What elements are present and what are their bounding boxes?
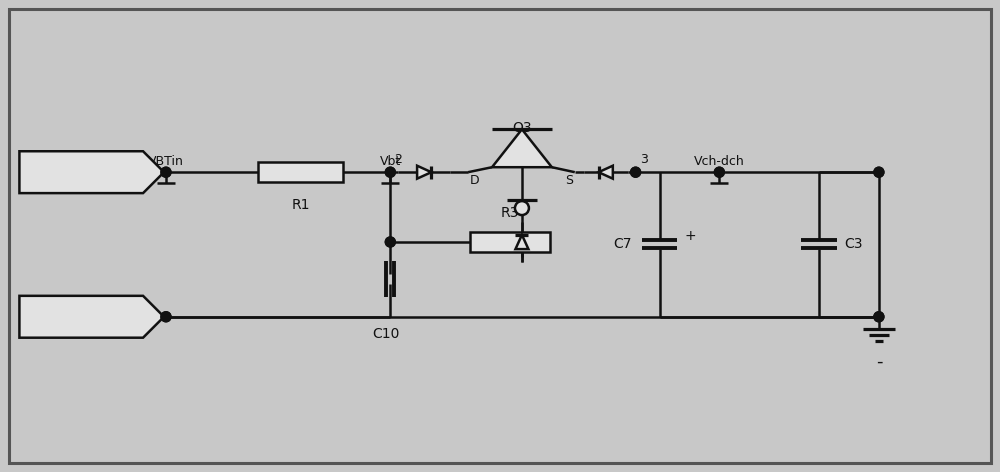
Text: C10: C10 (373, 327, 400, 341)
Text: VBTin: VBTin (148, 155, 184, 168)
Circle shape (714, 167, 724, 177)
Polygon shape (515, 235, 528, 249)
Text: Vbt: Vbt (380, 155, 401, 168)
Circle shape (631, 167, 641, 177)
Bar (258, 162, 343, 182)
Circle shape (385, 167, 395, 177)
Text: +: + (684, 229, 696, 244)
Circle shape (714, 167, 724, 177)
Circle shape (161, 312, 171, 322)
Circle shape (161, 167, 171, 177)
Text: Q3: Q3 (512, 120, 532, 135)
Circle shape (385, 237, 395, 247)
Text: GND: GND (62, 308, 100, 326)
Circle shape (874, 312, 884, 322)
Text: 2: 2 (394, 153, 402, 166)
Bar (470, 232, 550, 252)
Text: 3: 3 (640, 153, 647, 166)
Polygon shape (19, 296, 164, 337)
Text: C7: C7 (613, 237, 632, 252)
Circle shape (161, 312, 171, 322)
Polygon shape (599, 166, 613, 179)
Text: C3: C3 (844, 237, 862, 252)
Text: VBTin: VBTin (57, 163, 105, 181)
Circle shape (161, 167, 171, 177)
Text: R1: R1 (291, 198, 310, 212)
Circle shape (631, 167, 641, 177)
Polygon shape (19, 151, 164, 193)
Text: Vch-dch: Vch-dch (694, 155, 745, 168)
Polygon shape (492, 129, 552, 167)
Text: S: S (565, 174, 573, 187)
Circle shape (874, 167, 884, 177)
Circle shape (385, 167, 395, 177)
Circle shape (874, 167, 884, 177)
Circle shape (874, 312, 884, 322)
Circle shape (515, 201, 529, 215)
Text: D: D (470, 174, 480, 187)
Polygon shape (417, 166, 431, 179)
Circle shape (385, 237, 395, 247)
Text: R3: R3 (501, 206, 519, 220)
Text: -: - (876, 353, 882, 371)
